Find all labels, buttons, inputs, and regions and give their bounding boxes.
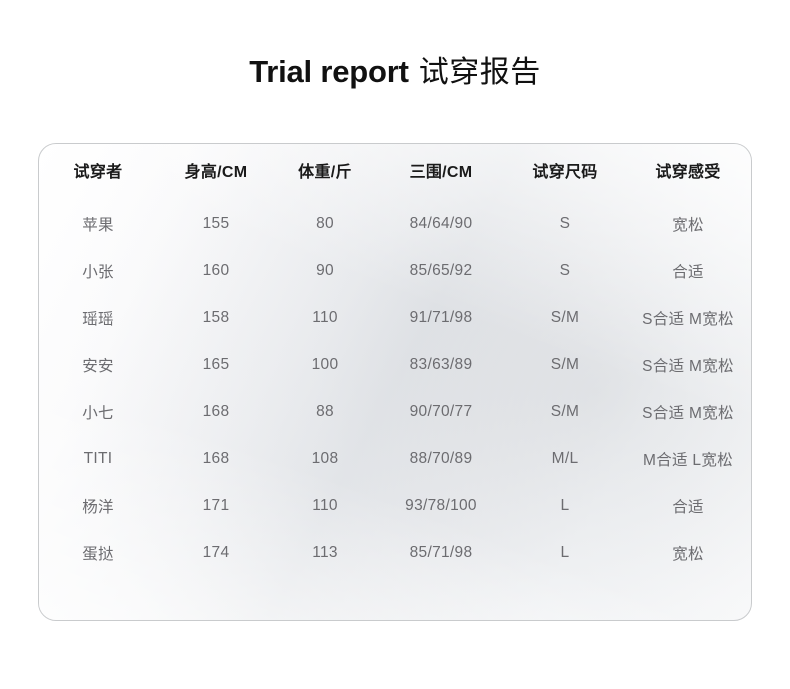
table-row: TITI 168 108 88/70/89 M/L M合适 L宽松 [39,435,751,482]
cell-measurements: 88/70/89 [409,449,473,467]
cell-weight: 113 [312,543,338,561]
cell-tester: TITI [83,449,113,467]
cell-size: L [560,496,570,514]
cell-weight: 80 [316,214,334,232]
column-header-tester: 试穿者 [73,164,123,181]
cell-tester: 蛋挞 [82,545,114,563]
column-header-measurements: 三围/CM [409,164,473,181]
cell-feel: 合适 [672,263,704,281]
table-row: 小张 160 90 85/65/92 S 合适 [39,247,751,294]
cell-measurements: 85/65/92 [409,261,473,279]
cell-height: 160 [202,261,230,279]
cell-size: S/M [550,355,580,373]
cell-measurements: 91/71/98 [409,308,473,326]
cell-height: 155 [202,214,230,232]
table-header: 试穿者 身高/CM 体重/斤 三围/CM 试穿尺码 试穿感受 [39,144,751,196]
table-row: 小七 168 88 90/70/77 S/M S合适 M宽松 [39,388,751,435]
cell-size: L [560,543,570,561]
table-row: 蛋挞 174 113 85/71/98 L 宽松 [39,529,751,576]
cell-tester: 瑶瑶 [82,310,114,328]
cell-tester: 小七 [82,404,114,422]
cell-height: 168 [202,402,230,420]
cell-measurements: 83/63/89 [409,355,473,373]
cell-size: S/M [550,402,580,420]
cell-weight: 100 [311,355,339,373]
column-header-feel: 试穿感受 [655,164,721,181]
page-title-english: Trial report [249,54,409,89]
cell-height: 165 [202,355,230,373]
table-row: 杨洋 171 110 93/78/100 L 合适 [39,482,751,529]
cell-tester: 安安 [82,357,114,375]
cell-feel: S合适 M宽松 [642,310,734,328]
cell-measurements: 84/64/90 [409,214,473,232]
cell-feel: M合适 L宽松 [643,451,733,469]
cell-feel: 宽松 [672,545,704,563]
cell-size: S/M [550,308,580,326]
cell-feel: 合适 [672,498,704,516]
cell-size: M/L [551,449,579,467]
cell-weight: 90 [316,261,334,279]
trial-report-table: 试穿者 身高/CM 体重/斤 三围/CM 试穿尺码 试穿感受 苹果 155 80… [39,144,751,576]
cell-weight: 110 [312,496,338,514]
table-body: 苹果 155 80 84/64/90 S 宽松 小张 160 90 85/65/… [39,196,751,576]
cell-tester: 小张 [82,263,114,281]
cell-weight: 88 [316,402,334,420]
cell-size: S [559,214,571,232]
cell-feel: 宽松 [672,216,704,234]
cell-size: S [559,261,571,279]
cell-measurements: 90/70/77 [409,402,473,420]
cell-weight: 108 [311,449,339,467]
cell-height: 158 [202,308,230,326]
cell-tester: 苹果 [82,216,114,234]
cell-measurements: 93/78/100 [405,496,477,514]
cell-height: 174 [202,543,230,561]
table-header-row: 试穿者 身高/CM 体重/斤 三围/CM 试穿尺码 试穿感受 [39,144,751,196]
trial-report-card: 试穿者 身高/CM 体重/斤 三围/CM 试穿尺码 试穿感受 苹果 155 80… [38,143,752,621]
cell-feel: S合适 M宽松 [642,357,734,375]
cell-tester: 杨洋 [82,498,114,516]
column-header-weight: 体重/斤 [298,164,352,181]
column-header-height: 身高/CM [184,164,248,181]
table-row: 安安 165 100 83/63/89 S/M S合适 M宽松 [39,341,751,388]
page-title-chinese: 试穿报告 [418,56,541,89]
table-row: 瑶瑶 158 110 91/71/98 S/M S合适 M宽松 [39,294,751,341]
cell-feel: S合适 M宽松 [642,404,734,422]
page-title: Trial report 试穿报告 [0,56,790,88]
cell-measurements: 85/71/98 [409,543,473,561]
cell-weight: 110 [312,308,338,326]
table-row: 苹果 155 80 84/64/90 S 宽松 [39,196,751,247]
column-header-size: 试穿尺码 [532,164,598,181]
cell-height: 168 [202,449,230,467]
cell-height: 171 [202,496,230,514]
